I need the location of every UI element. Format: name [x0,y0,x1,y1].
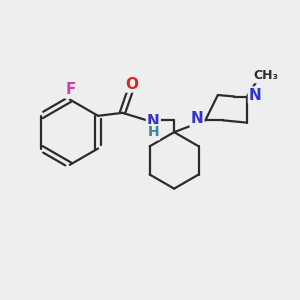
Text: N: N [249,88,262,103]
Text: O: O [125,76,138,92]
Text: F: F [65,82,76,98]
Text: CH₃: CH₃ [253,69,278,82]
Text: H: H [148,125,159,139]
Text: N: N [191,111,203,126]
Text: N: N [147,114,160,129]
